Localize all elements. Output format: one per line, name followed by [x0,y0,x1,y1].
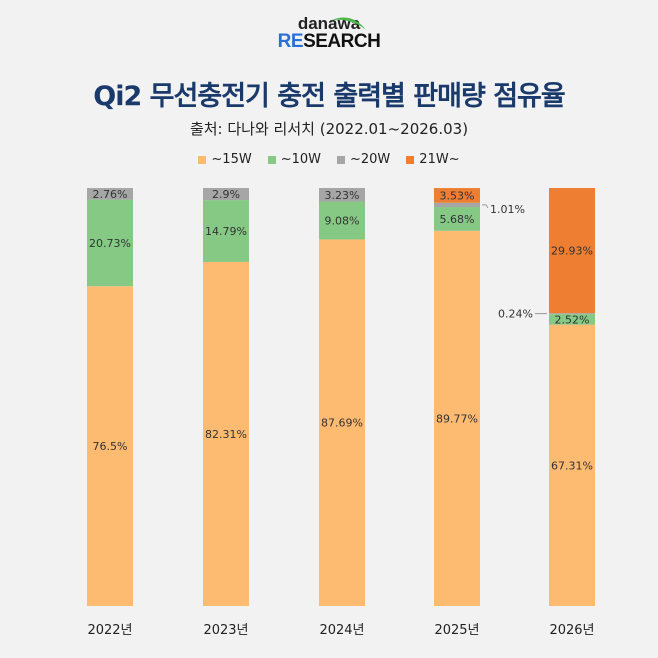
bar-segment [87,286,133,606]
bar-segment [434,230,480,606]
legend-swatch [198,155,207,164]
x-tick-label: 2024년 [319,623,364,638]
data-label: 3.23% [325,189,360,202]
data-label: 67.31% [551,459,593,472]
legend-label: ~15W [211,152,252,167]
bar-segment [319,188,365,202]
logo-re: RE [277,31,304,52]
leader-line [482,204,489,209]
data-label: 87.69% [321,417,363,430]
legend-swatch [406,155,415,164]
data-label: 1.01% [490,203,525,216]
legend-item: 21W~ [406,152,460,167]
data-label: 3.53% [440,189,475,202]
data-label: 82.31% [205,428,247,441]
data-label: 14.79% [205,225,247,238]
data-label: 20.73% [89,237,131,250]
legend-swatch [267,155,276,164]
bar-segment [549,314,595,325]
bar-segment [549,324,595,606]
bar-segment [434,207,480,231]
chart-title: Qi2 무선충전기 충전 출력별 판매량 점유율 [93,81,565,112]
data-label: 2.52% [555,313,590,326]
bar-segment [203,200,249,262]
bar-segment [434,188,480,203]
legend-item: ~20W [337,152,390,167]
logo-bottom-text: RESEARCH [0,31,658,53]
data-label: 0.24% [498,308,533,321]
x-tick-label: 2023년 [203,623,248,638]
bar-segment [203,188,249,201]
legend-label: ~10W [280,152,321,167]
data-label: 29.93% [551,245,593,258]
legend: ~15W ~10W ~20W 21W~ [0,152,658,167]
legend-label: ~20W [350,152,391,167]
legend-swatch [337,155,345,164]
legend-item: ~15W [198,152,252,167]
bar-segment [549,188,595,314]
logo-swoosh-icon [332,17,366,30]
bar-segment [203,261,249,606]
logo-search: SEARCH [303,31,381,52]
bar-segment [549,313,595,315]
legend-label: 21W~ [419,152,460,167]
bar-segment [319,239,365,606]
bar-segment [434,202,480,208]
bar-segment [87,199,133,287]
data-label: 2.76% [93,188,128,201]
chart-subtitle: 출처: 다나와 리서치 (2022.01~2026.03) [189,120,469,138]
bar-segment [87,188,133,200]
bar-segment [319,201,365,240]
data-label: 89.77% [436,412,478,425]
x-tick-label: 2025년 [434,623,479,638]
legend-item: ~10W [267,152,321,167]
data-label: 5.68% [440,213,475,226]
data-label: 9.08% [325,214,360,227]
x-tick-label: 2022년 [87,623,132,638]
data-label: 76.5% [93,440,128,453]
x-tick-label: 2026년 [549,623,594,638]
data-label: 2.9% [212,188,240,201]
